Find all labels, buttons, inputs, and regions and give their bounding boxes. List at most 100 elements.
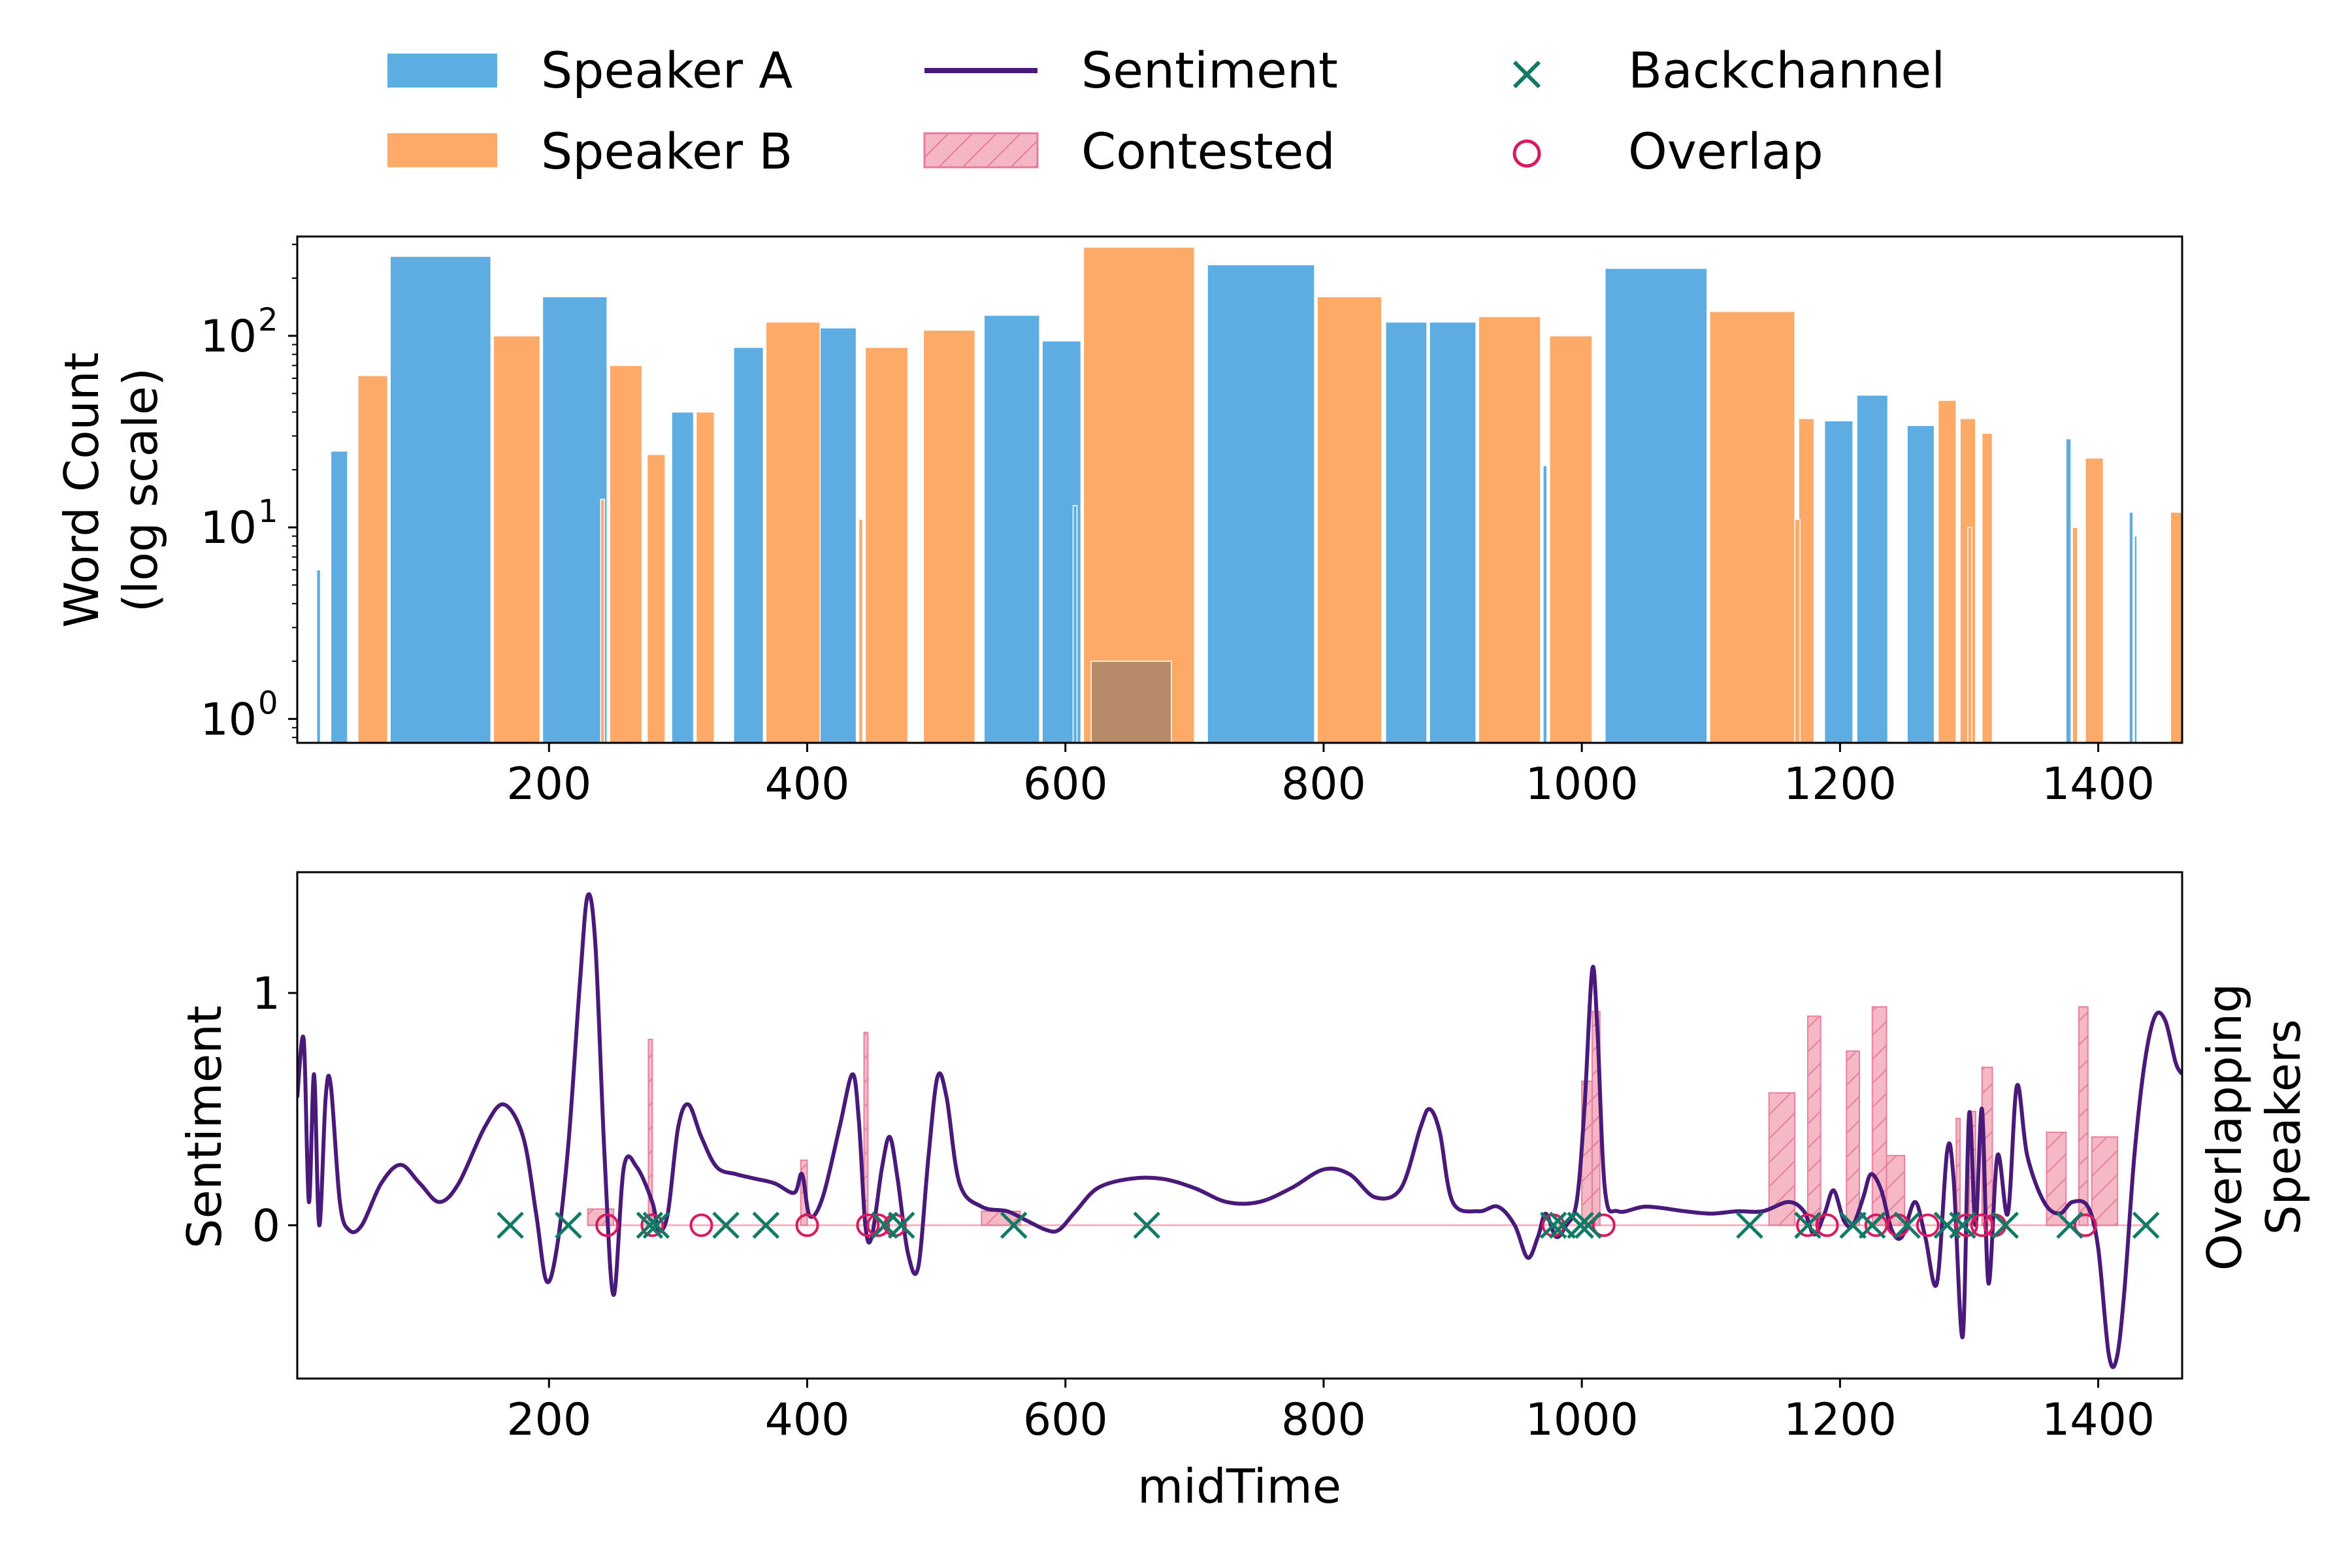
overlap-marker [1955,1213,1979,1237]
bar-speaker-b [1083,246,1196,743]
backchannel-marker [888,1211,915,1239]
backchannel-marker [1000,1211,1028,1239]
overlap-marker [640,1213,664,1237]
bar-speaker-b [923,329,976,743]
bar-speaker-a [1856,395,1889,743]
top-y-axis-title-line2: (log scale) [113,368,168,612]
legend-label-backchannel: Backchannel [1628,41,1945,99]
x-tick-label: 1200 [1784,1394,1897,1446]
backchannel-marker [712,1211,740,1239]
bottom-right-axis-title-line1: Overlapping [2197,983,2252,1271]
overlap-marker [1795,1213,1820,1237]
x-tick-label: 800 [1281,1394,1366,1446]
y-tick-label: 1 [252,968,280,1020]
backchannel-marker [1858,1211,1886,1239]
bar-speaker-b [1937,400,1957,743]
x-tick-label: 200 [506,759,591,810]
bar-speaker-b [2170,512,2182,743]
contested-bar [1871,1006,1887,1226]
overlap-marker [2073,1213,2097,1237]
bar-speaker-a [671,411,694,743]
bar-speaker-a [1385,321,1428,743]
overlap-marker [1970,1213,1994,1237]
x-tick-label: 1000 [1526,759,1639,810]
x-tick-label: 1400 [2042,1394,2155,1446]
top-y-axis-title-line1: Word Count [54,352,109,628]
bar-speaker-a [2065,438,2072,743]
legend-marker-backchannel [1512,60,1541,89]
bar-speaker-b [864,346,909,743]
contested-bar [2078,1006,2089,1226]
bottom-x-axis-title: midTime [1137,1459,1341,1514]
x-tick-label: 600 [1023,759,1108,810]
backchannel-marker [642,1211,670,1239]
backchannel-marker [2132,1211,2160,1239]
x-tick-label: 1000 [1526,1394,1639,1446]
bottom-y-ticks: 01 [252,968,297,1252]
bar-speaker-b [2085,457,2104,743]
bar-speaker-b [1316,296,1382,743]
backchannel-marker [636,1211,664,1239]
backchannel-marker [1736,1211,1763,1239]
x-tick-label: 400 [765,759,850,810]
legend-patch-speaker-b [387,133,497,167]
backchannel-marker [1991,1211,2019,1239]
backchannel-marker [1567,1211,1594,1239]
bar-speaker-a [1072,505,1078,743]
legend-patch-contested [923,132,1039,169]
y-tick-label: 10 [200,311,257,363]
legend-marker-overlap [1512,139,1541,168]
legend-label-overlap: Overlap [1628,122,1823,180]
bar-speaker-b [1478,316,1541,743]
bottom-right-axis-title-line2: Speakers [2256,1019,2311,1235]
backchannel-marker [1794,1211,1821,1239]
backchannel-marker [555,1211,582,1239]
x-tick-label: 800 [1281,759,1366,810]
legend-label-contested: Contested [1081,122,1335,180]
bar-speaker-a [1429,321,1477,743]
backchannel-marker [1133,1211,1160,1239]
legend-label-sentiment: Sentiment [1081,41,1338,99]
bar-speaker-b [765,321,821,743]
backchannel-marker [1949,1211,1976,1239]
bar-speaker-b [1981,433,1993,743]
legend-patch-speaker-a [387,54,497,88]
contested-bar [1846,1050,1860,1226]
overlap-marker [689,1213,713,1237]
bar-speaker-b [695,411,715,743]
legend-label-speaker-a: Speaker A [541,41,792,99]
bar-speaker-b [1798,417,1815,743]
bar-speaker-a [316,569,321,743]
overlap-marker [1815,1213,1839,1237]
bar-speaker-b [858,519,864,743]
x-tick-label: 1400 [2042,759,2155,810]
overlap-marker [1592,1213,1616,1237]
bar-overlap [1090,661,1172,743]
overlap-marker [856,1213,880,1237]
bar-speaker-b [1709,311,1795,743]
contested-bar [2091,1136,2119,1226]
legend-label-speaker-b: Speaker B [541,122,792,180]
bar-speaker-b [1794,519,1801,743]
bar-speaker-a [330,450,348,743]
y-tick-exponent: 0 [258,685,278,721]
backchannel-marker [1893,1211,1921,1239]
contested-bar [1806,1015,1821,1226]
bar-speaker-b [357,375,389,743]
top-panel-frame [296,235,2183,744]
x-tick-label: 600 [1023,1394,1108,1446]
x-tick-label: 400 [765,1394,850,1446]
bar-speaker-b [600,498,606,743]
contested-bar [1955,1117,1961,1226]
bar-speaker-a [1906,425,1935,743]
legend: Speaker A Speaker B Sentiment Contested … [387,41,1945,180]
sentiment-line [297,892,2182,1369]
sentiment-line-group [297,892,2182,1369]
backchannel-marker [1839,1211,1867,1239]
markers [497,1211,2160,1239]
y-tick-label: 10 [200,502,257,554]
top-x-ticks: 200 400 600 800 1000 1200 1400 [506,743,2155,810]
